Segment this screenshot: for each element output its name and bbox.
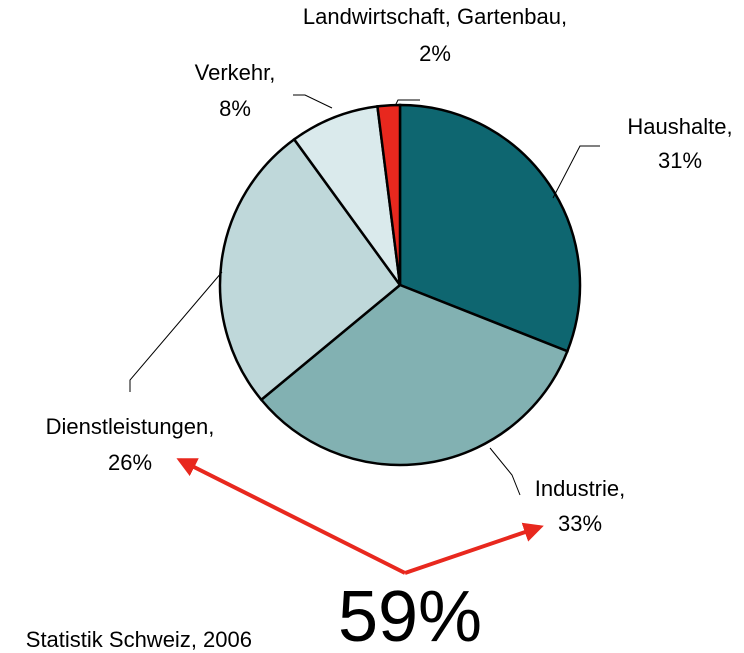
- slice-label: Landwirtschaft, Gartenbau,: [303, 4, 567, 29]
- slice: [398, 103, 582, 353]
- slice: [292, 105, 402, 286]
- leader-line: [489, 447, 521, 496]
- source: Statistik Schweiz, 2006: [26, 627, 252, 652]
- leader-line: [552, 145, 600, 199]
- value-label: 2%: [419, 41, 451, 66]
- slice-label: Verkehr,: [195, 60, 276, 85]
- value-label: 31%: [658, 148, 702, 173]
- slice: [376, 103, 402, 286]
- slice-label: Industrie,: [535, 476, 626, 501]
- slice: [218, 137, 402, 402]
- leader-line: [129, 271, 223, 392]
- pie: [218, 103, 582, 467]
- value-label: 26%: [108, 450, 152, 475]
- leader-line: [293, 94, 333, 109]
- annotation: 59%: [338, 577, 482, 653]
- arrow: [176, 458, 406, 575]
- slice-label: Dienstleistungen,: [46, 414, 215, 439]
- leader-line: [394, 99, 420, 107]
- slice-label: Haushalte,: [627, 114, 732, 139]
- value-label: 8%: [219, 96, 251, 121]
- value-label: 33%: [558, 511, 602, 536]
- arrow: [404, 522, 544, 575]
- slice: [259, 283, 569, 467]
